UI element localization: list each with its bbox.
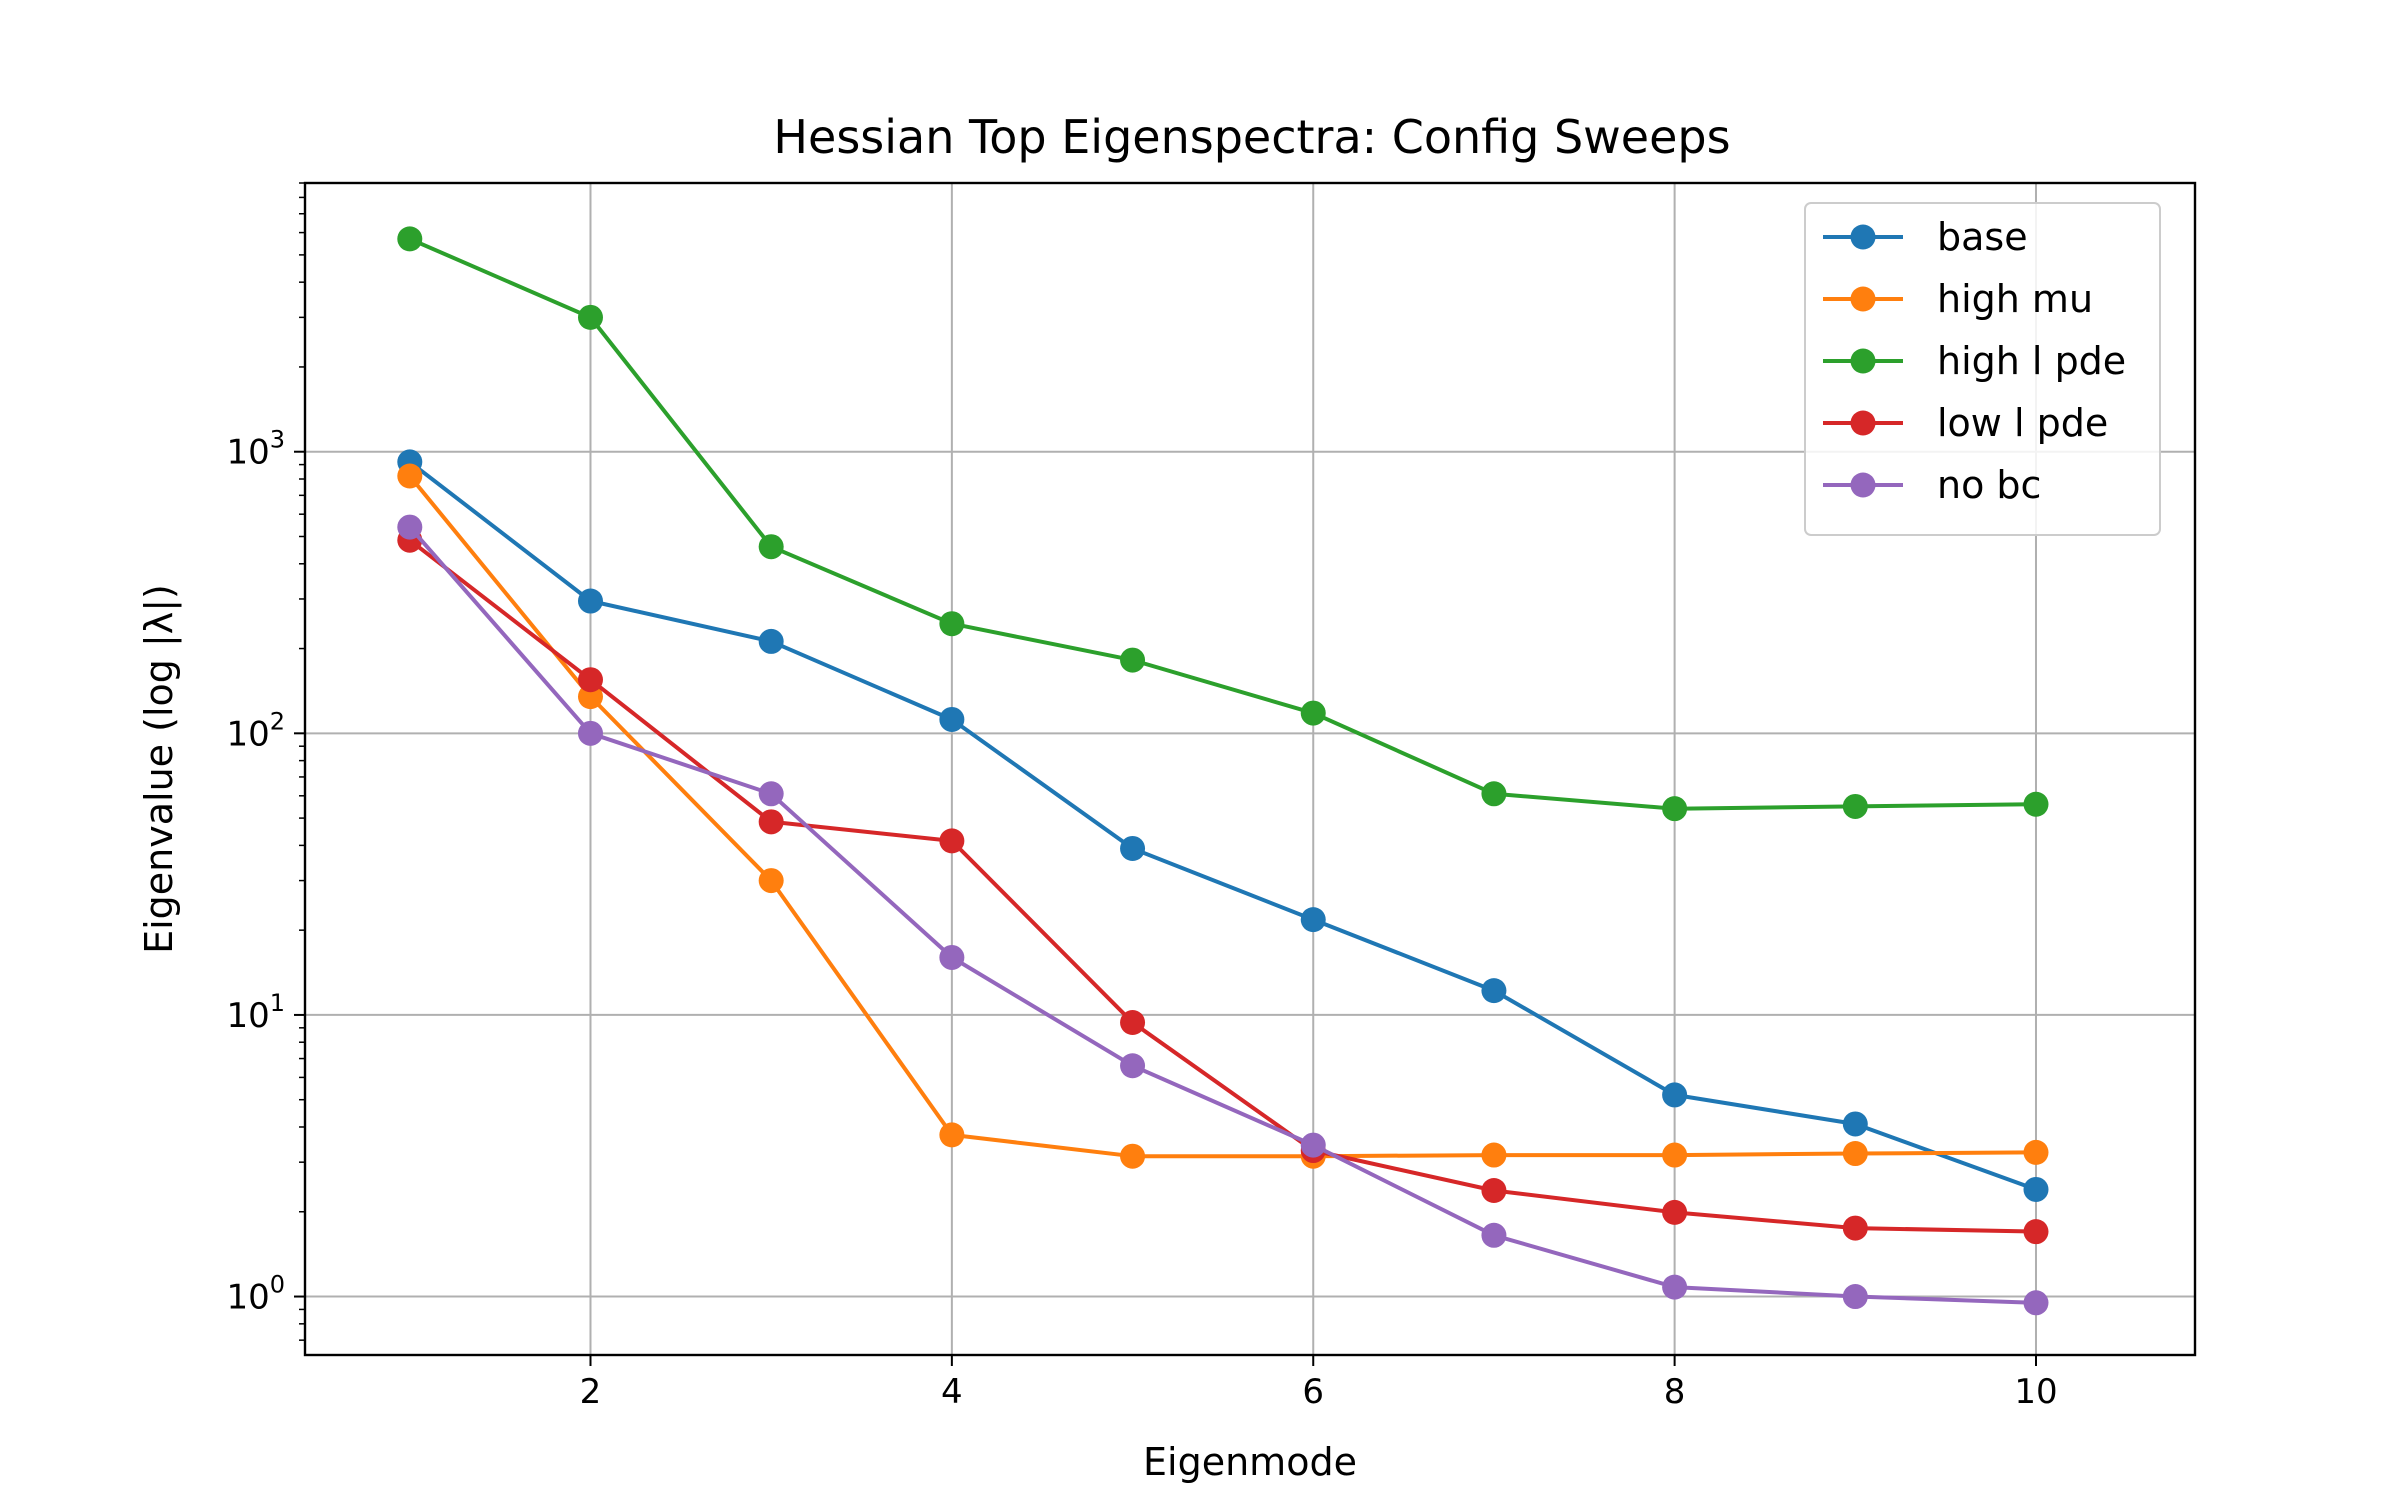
data-point-base [1842, 1111, 1868, 1137]
legend-label: low l pde [1937, 401, 2108, 445]
legend-swatch-marker [1850, 348, 1876, 374]
data-point-base [1120, 835, 1146, 861]
data-point-high-l-pde [397, 226, 423, 252]
y-axis-title: Eigenvalue (log |λ|) [137, 584, 182, 954]
series-high-mu [397, 463, 2049, 1169]
data-point-high-l-pde [577, 304, 603, 330]
data-point-low-l-pde [1662, 1199, 1688, 1225]
series-line-base [408, 460, 2037, 1192]
data-point-no-bc [1300, 1132, 1326, 1158]
x-tick-label: 6 [1302, 1372, 1324, 1412]
data-point-high-l-pde [1300, 700, 1326, 726]
data-point-no-bc [758, 781, 784, 807]
data-point-high-mu [397, 463, 423, 489]
legend: base high mu high l pde low l pde no bc [1804, 202, 2161, 536]
data-point-high-l-pde [1481, 781, 1507, 807]
series-group [397, 226, 2049, 1316]
data-point-no-bc [1842, 1284, 1868, 1310]
data-point-high-l-pde [1842, 793, 1868, 819]
data-point-high-mu [1662, 1142, 1688, 1168]
data-point-high-mu [2023, 1139, 2049, 1165]
data-point-no-bc [397, 514, 423, 540]
data-point-base [939, 706, 965, 732]
data-point-base [1481, 978, 1507, 1004]
data-point-no-bc [939, 944, 965, 970]
data-point-base [758, 628, 784, 654]
data-point-no-bc [1662, 1274, 1688, 1300]
plot-frame [303, 181, 2197, 1357]
data-point-no-bc [1481, 1222, 1507, 1248]
data-point-no-bc [577, 720, 603, 746]
y-tick-base: 10 [226, 433, 269, 473]
series-base [397, 449, 2049, 1202]
data-point-high-l-pde [758, 534, 784, 560]
y-tick-label: 100 [226, 1271, 285, 1318]
legend-item-low-l-pde: low l pde [1823, 401, 2108, 445]
legend-box [1804, 202, 2161, 536]
data-point-base [577, 588, 603, 614]
data-point-high-mu [1481, 1142, 1507, 1168]
y-tick-exponent: 3 [270, 426, 285, 454]
series-line-low-l-pde [408, 538, 2037, 1234]
data-point-base [1662, 1082, 1688, 1108]
y-tick-exponent: 2 [270, 707, 285, 735]
y-tick-base: 10 [226, 1278, 269, 1318]
data-point-high-mu [1120, 1143, 1146, 1169]
data-point-low-l-pde [1481, 1177, 1507, 1203]
x-tick-label: 2 [580, 1372, 602, 1412]
data-point-low-l-pde [1842, 1215, 1868, 1241]
y-tick-base: 10 [226, 714, 269, 754]
series-line-high-mu [408, 474, 2037, 1159]
legend-swatch-marker [1850, 472, 1876, 498]
data-point-high-mu [1842, 1141, 1868, 1167]
legend-label: no bc [1937, 463, 2041, 507]
x-axis: 2 4 6 8 10 [580, 1355, 2058, 1412]
x-tick-label: 4 [941, 1372, 963, 1412]
data-point-low-l-pde [577, 667, 603, 693]
series-high-l-pde [397, 226, 2049, 822]
series-line-high-l-pde [409, 237, 2037, 811]
legend-swatch-marker [1850, 410, 1876, 436]
data-point-high-l-pde [939, 611, 965, 637]
y-tick-exponent: 0 [270, 1271, 285, 1299]
series-no-bc [397, 514, 2049, 1316]
y-tick-base: 10 [226, 996, 269, 1036]
data-point-low-l-pde [939, 828, 965, 854]
legend-item-base: base [1823, 215, 2028, 259]
data-point-no-bc [2023, 1290, 2049, 1316]
series-line-no-bc [408, 525, 2037, 1305]
legend-label: base [1937, 215, 2028, 259]
x-tick-label: 8 [1664, 1372, 1686, 1412]
y-tick-label: 102 [226, 707, 285, 754]
x-tick-label: 10 [2014, 1372, 2057, 1412]
data-point-base [1300, 907, 1326, 933]
legend-swatch-marker [1850, 286, 1876, 312]
data-point-no-bc [1120, 1053, 1146, 1079]
legend-label: high mu [1937, 277, 2093, 321]
legend-label: high l pde [1937, 339, 2126, 383]
legend-item-high-mu: high mu [1823, 277, 2093, 321]
data-point-high-l-pde [1120, 647, 1146, 673]
data-point-low-l-pde [758, 809, 784, 835]
data-point-high-mu [758, 868, 784, 894]
y-tick-label: 101 [226, 989, 285, 1036]
legend-item-high-l-pde: high l pde [1823, 339, 2126, 383]
data-point-base [2023, 1176, 2049, 1202]
data-point-low-l-pde [1120, 1009, 1146, 1035]
data-point-high-mu [939, 1122, 965, 1148]
data-point-low-l-pde [2023, 1219, 2049, 1245]
legend-item-no-bc: no bc [1823, 463, 2041, 507]
y-tick-exponent: 1 [270, 989, 285, 1017]
data-point-high-l-pde [1662, 796, 1688, 822]
x-axis-title: Eigenmode [1143, 1440, 1357, 1484]
y-tick-label: 103 [226, 426, 285, 473]
data-point-high-l-pde [2023, 791, 2049, 817]
chart-title: Hessian Top Eigenspectra: Config Sweeps [773, 110, 1730, 164]
legend-swatch-marker [1850, 224, 1876, 250]
